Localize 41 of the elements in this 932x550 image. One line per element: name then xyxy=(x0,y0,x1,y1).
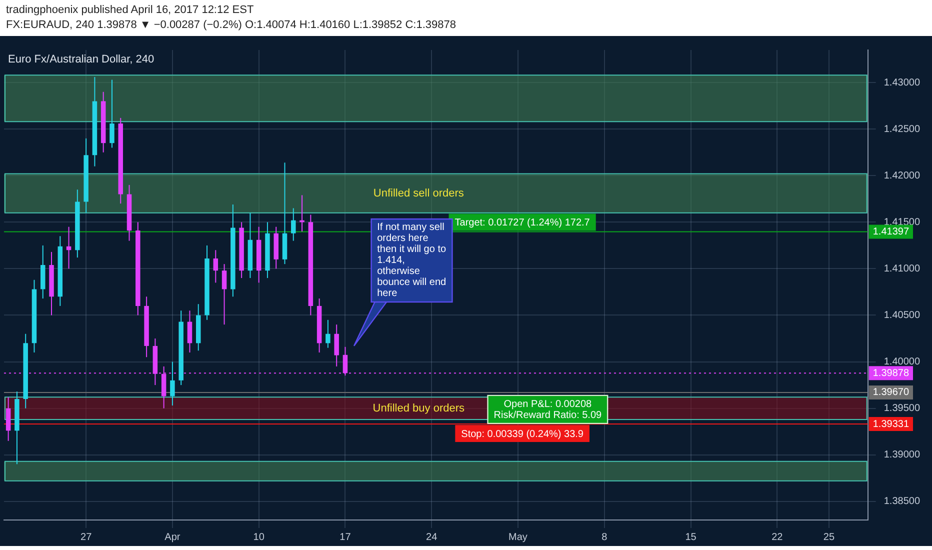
x-tick-label: May xyxy=(508,532,528,543)
y-tick-label: 1.40000 xyxy=(884,356,920,368)
y-tick-label: 1.41000 xyxy=(884,263,920,274)
chart-title: Euro Fx/Australian Dollar, 240 xyxy=(8,54,154,66)
annotation: Target: 0.01727 (1.24%) 172.7 xyxy=(454,218,590,229)
candlestick xyxy=(222,264,227,326)
y-tick-label: 1.39500 xyxy=(884,403,920,414)
x-tick-label: 22 xyxy=(772,532,784,543)
annotation: Stop: 0.00339 (0.24%) 33.9 xyxy=(461,428,584,440)
x-tick-label: 17 xyxy=(340,532,352,543)
x-tick-label: 27 xyxy=(80,532,92,543)
ref-line-label: 1.39670 xyxy=(872,387,910,398)
candlestick xyxy=(213,250,218,284)
x-tick-label: 15 xyxy=(685,532,697,543)
candlestick xyxy=(170,361,175,406)
chart-subtitle: FX:EURAUD, 240 1.39878 ▼ −0.00287 (−0.2%) O:1.40074 H:1.40160 L:1.39852 C:1.39878 xyxy=(6,18,457,33)
annotation: If not many sell orders here then it will go to 1.414, otherwise bounce will end here xyxy=(377,222,446,300)
ref-line-label: 1.39331 xyxy=(872,418,910,430)
y-tick-label: 1.39000 xyxy=(884,450,920,461)
candlestick xyxy=(334,324,339,367)
x-tick-label: 8 xyxy=(602,532,608,543)
y-tick-label: 1.38500 xyxy=(884,496,920,508)
x-tick-label: 25 xyxy=(823,532,835,543)
band-label: Unfilled sell orders xyxy=(373,187,464,200)
annotation: Open P&L: 0.00208 Risk/Reward Ratio: 5.09 xyxy=(494,399,602,422)
y-tick-label: 1.40500 xyxy=(884,310,920,321)
band-label: Unfilled buy orders xyxy=(372,402,465,414)
candlestick xyxy=(110,79,114,148)
ref-line-label: 1.41397 xyxy=(872,226,910,238)
y-tick-label: 1.42500 xyxy=(884,124,920,135)
ref-line-label: 1.39878 xyxy=(872,368,910,379)
y-tick-label: 1.43000 xyxy=(884,77,920,88)
y-tick-label: 1.42000 xyxy=(884,170,920,182)
candlestick xyxy=(291,208,296,242)
candlestick xyxy=(6,396,11,442)
x-tick-label: 10 xyxy=(253,532,265,543)
candlestick xyxy=(187,310,192,353)
x-tick-label: 24 xyxy=(426,532,438,543)
candlestick xyxy=(326,319,330,348)
x-tick-label: Apr xyxy=(164,532,181,543)
text: tradingphoenix published April 16, 2017 12:12 EST xyxy=(6,3,255,18)
